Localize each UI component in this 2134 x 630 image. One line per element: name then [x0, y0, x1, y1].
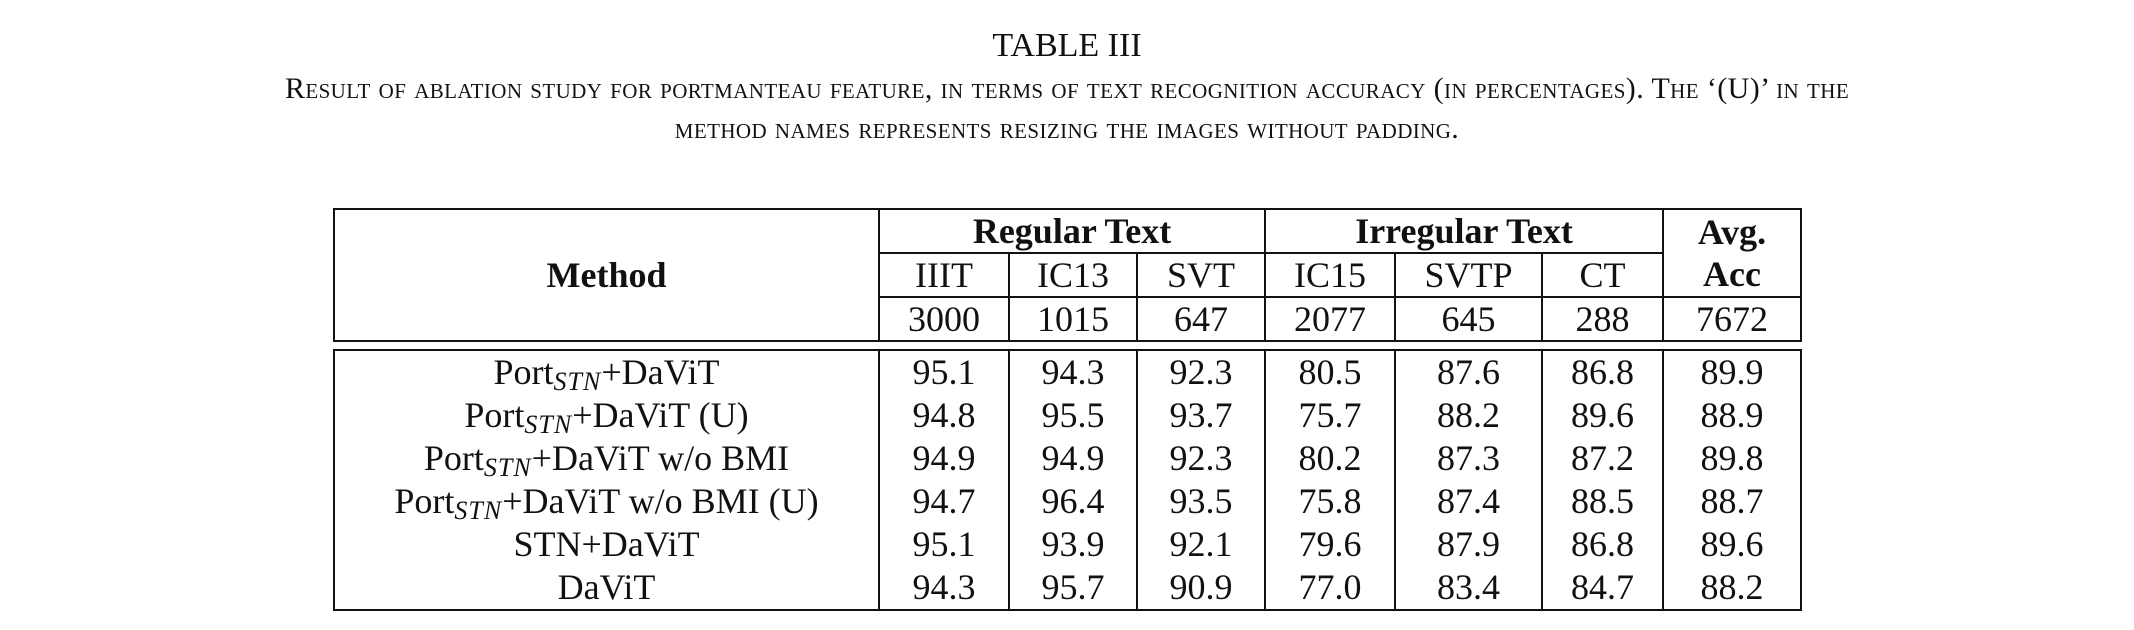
value-cell: 88.7	[1662, 480, 1801, 523]
avg-acc-header-line2: Acc	[1703, 254, 1762, 294]
dataset-count: 647	[1135, 297, 1266, 341]
method-name: Port	[493, 352, 554, 392]
value-cell: 95.5	[1008, 394, 1137, 437]
value-cell: 88.5	[1541, 480, 1663, 523]
header-table: Method Regular Text Irregular Text Avg. …	[333, 208, 1803, 342]
method-name: Port	[394, 481, 455, 521]
method-subscript: STN	[553, 367, 602, 395]
dataset-count: 1015	[1008, 297, 1137, 341]
dataset-count: 7672	[1662, 297, 1802, 341]
value-cell: 88.2	[1662, 566, 1801, 610]
dataset-count: 288	[1541, 297, 1664, 341]
value-cell: 89.6	[1662, 523, 1801, 566]
value-cell: 94.9	[1008, 437, 1137, 480]
method-name: Port	[464, 395, 525, 435]
dataset-count: 3000	[878, 297, 1009, 341]
caption-line-2: method names represents resizing the ima…	[674, 112, 1460, 145]
method-name: DaViT	[557, 567, 656, 607]
dataset-header: IC15	[1264, 252, 1396, 298]
value-cell: 94.3	[1008, 350, 1137, 394]
caption-line-1: Result of ablation study for portmanteau…	[284, 72, 1850, 105]
value-cell: 89.9	[1662, 350, 1801, 394]
value-cell: 94.8	[878, 394, 1009, 437]
value-cell: 79.6	[1264, 523, 1395, 566]
value-cell: 94.3	[878, 566, 1009, 610]
method-cell: STN+DaViT	[334, 523, 879, 566]
dataset-count: 645	[1394, 297, 1543, 341]
method-subscript: STN	[483, 453, 532, 481]
method-header: Method	[546, 255, 667, 295]
method-subscript: STN	[524, 410, 573, 438]
method-cell: PortSTN+DaViT (U)	[334, 394, 879, 437]
method-subscript: STN	[454, 496, 503, 524]
table-row: STN+DaViT 95.1 93.9 92.1 79.6 87.9 86.8 89.6	[334, 523, 1801, 566]
table-row: PortSTN+DaViT (U) 94.8 95.5 93.7 75.7 88.2 89.…	[334, 394, 1801, 437]
table-row: DaViT 94.3 95.7 90.9 77.0 83.4 84.7 88.2	[334, 566, 1801, 610]
dataset-header: IC13	[1008, 252, 1137, 298]
value-cell: 90.9	[1136, 566, 1265, 610]
value-cell: 95.1	[878, 523, 1009, 566]
dataset-header: CT	[1541, 252, 1664, 298]
method-name: STN+DaViT	[513, 524, 700, 564]
table-row: PortSTN+DaViT w/o BMI 94.9 94.9 92.3 80.2 87.…	[334, 437, 1801, 480]
value-cell: 83.4	[1394, 566, 1542, 610]
table-row: PortSTN+DaViT w/o BMI (U) 94.7 96.4 93.5 75.…	[334, 480, 1801, 523]
value-cell: 93.9	[1008, 523, 1137, 566]
method-name-suffix: +DaViT (U)	[572, 395, 749, 435]
value-cell: 75.7	[1264, 394, 1395, 437]
value-cell: 75.8	[1264, 480, 1395, 523]
value-cell: 87.3	[1394, 437, 1542, 480]
method-name-suffix: +DaViT w/o BMI (U)	[502, 481, 819, 521]
value-cell: 86.8	[1541, 523, 1663, 566]
value-cell: 94.7	[878, 480, 1009, 523]
value-cell: 77.0	[1264, 566, 1395, 610]
table-label: TABLE III	[992, 27, 1142, 64]
value-cell: 89.6	[1541, 394, 1663, 437]
value-cell: 92.1	[1136, 523, 1265, 566]
value-cell: 88.9	[1662, 394, 1801, 437]
group-header-irregular: Irregular Text	[1264, 209, 1664, 253]
value-cell: 96.4	[1008, 480, 1137, 523]
value-cell: 93.7	[1136, 394, 1265, 437]
value-cell: 84.7	[1541, 566, 1663, 610]
table-caption: Result of ablation study for portmanteau…	[0, 69, 2134, 149]
method-cell: PortSTN+DaViT	[334, 350, 879, 394]
value-cell: 94.9	[878, 437, 1009, 480]
value-cell: 87.4	[1394, 480, 1542, 523]
dataset-header: SVTP	[1394, 252, 1543, 298]
avg-acc-header: Avg. Acc	[1662, 209, 1802, 298]
value-cell: 86.8	[1541, 350, 1663, 394]
value-cell: 95.7	[1008, 566, 1137, 610]
results-table: PortSTN+DaViT 95.1 94.3 92.3 80.5 87.6 86.8 89.…	[333, 349, 1802, 611]
value-cell: 87.2	[1541, 437, 1663, 480]
dataset-header: SVT	[1135, 252, 1266, 298]
value-cell: 80.5	[1264, 350, 1395, 394]
value-cell: 92.3	[1136, 350, 1265, 394]
value-cell: 89.8	[1662, 437, 1801, 480]
method-cell: DaViT	[334, 566, 879, 610]
method-name-suffix: +DaViT w/o BMI	[531, 438, 790, 478]
value-cell: 93.5	[1136, 480, 1265, 523]
value-cell: 88.2	[1394, 394, 1542, 437]
group-header-regular: Regular Text	[877, 209, 1266, 253]
value-cell: 87.6	[1394, 350, 1542, 394]
method-name-suffix: +DaViT	[601, 352, 720, 392]
avg-acc-header-line1: Avg.	[1697, 212, 1767, 252]
dataset-count: 2077	[1264, 297, 1396, 341]
method-cell: PortSTN+DaViT w/o BMI (U)	[334, 480, 879, 523]
value-cell: 80.2	[1264, 437, 1395, 480]
value-cell: 95.1	[878, 350, 1009, 394]
table-row: PortSTN+DaViT 95.1 94.3 92.3 80.5 87.6 86.8 89.…	[334, 350, 1801, 394]
value-cell: 87.9	[1394, 523, 1542, 566]
value-cell: 92.3	[1136, 437, 1265, 480]
method-cell: PortSTN+DaViT w/o BMI	[334, 437, 879, 480]
dataset-header: IIIT	[878, 252, 1009, 298]
method-name: Port	[423, 438, 484, 478]
